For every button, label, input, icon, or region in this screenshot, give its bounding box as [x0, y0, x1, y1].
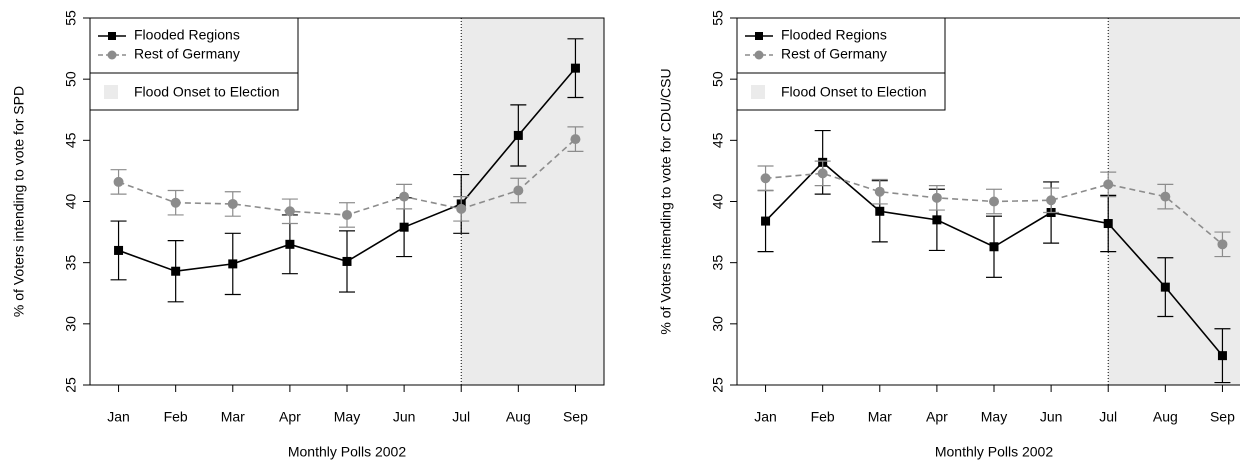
x-axis-label: Monthly Polls 2002 [288, 444, 407, 460]
x-tick-label: Jul [452, 409, 470, 425]
x-tick-label: Jan [107, 409, 130, 425]
y-tick-label: 45 [710, 132, 726, 148]
legend-box [89, 17, 299, 111]
x-tick-label: Mar [868, 409, 892, 425]
x-tick-label: Aug [506, 409, 531, 425]
y-tick-label: 40 [710, 194, 726, 210]
legend-label: Flood Onset to Election [781, 84, 927, 100]
marker [570, 134, 581, 145]
marker [513, 185, 524, 196]
marker [875, 206, 885, 216]
x-tick-label: Sep [563, 409, 588, 425]
legend-marker [107, 50, 117, 60]
marker [760, 173, 771, 184]
marker [570, 63, 580, 73]
shade-region [1108, 18, 1240, 385]
x-tick-label: Feb [811, 409, 835, 425]
y-tick-label: 30 [63, 316, 79, 332]
marker [1217, 351, 1227, 361]
marker [874, 186, 885, 197]
y-tick-label: 30 [710, 316, 726, 332]
x-tick-label: May [981, 409, 1007, 425]
y-tick-label: 35 [63, 255, 79, 271]
marker [989, 196, 999, 207]
legend-label: Flooded Regions [781, 27, 887, 43]
marker [1103, 179, 1114, 190]
y-tick-label: 45 [63, 132, 79, 148]
marker [171, 266, 181, 276]
x-tick-label: May [334, 409, 360, 425]
marker [113, 176, 124, 187]
marker [342, 256, 352, 266]
marker [1103, 219, 1113, 229]
legend-label: Flood Onset to Election [134, 84, 280, 100]
y-tick-label: 25 [710, 377, 726, 393]
marker [817, 168, 828, 179]
marker [513, 130, 523, 140]
marker [399, 222, 409, 232]
marker [285, 239, 295, 249]
y-axis-label: % of Voters intending to vote for CDU/CS… [658, 68, 674, 334]
marker [1160, 191, 1171, 202]
y-tick-label: 40 [63, 194, 79, 210]
x-tick-label: Aug [1153, 409, 1178, 425]
marker [284, 206, 295, 217]
plot-frame [89, 17, 605, 386]
shade-region [461, 18, 604, 385]
legend-label: Flooded Regions [134, 27, 240, 43]
legend-marker [754, 50, 764, 60]
marker [342, 209, 352, 220]
y-tick-label: 55 [63, 10, 79, 26]
legend-box [736, 17, 946, 111]
x-tick-label: Jun [1040, 409, 1063, 425]
legend-marker [755, 32, 763, 40]
legend-swatch [751, 85, 765, 99]
marker [399, 191, 410, 202]
y-tick-label: 50 [63, 71, 79, 87]
x-tick-label: Jun [393, 409, 416, 425]
marker [1217, 239, 1228, 250]
x-tick-label: Jan [754, 409, 777, 425]
x-axis-label: Monthly Polls 2002 [935, 444, 1054, 460]
panel: 25 30 35 40 45 50 55 Jan Feb Mar Apr May Jun Jul Aug Se… [658, 10, 1240, 460]
marker [114, 245, 124, 255]
legend-marker [108, 32, 116, 40]
legend-swatch [104, 85, 118, 99]
panel: 25 30 35 40 45 50 55 Jan Feb Mar Apr May Jun Jul Aug Se… [11, 10, 605, 460]
marker [932, 215, 942, 225]
marker [761, 216, 771, 226]
marker [989, 242, 999, 252]
x-tick-label: Jul [1099, 409, 1117, 425]
marker [227, 198, 238, 209]
y-tick-label: 50 [710, 71, 726, 87]
legend-label: Rest of Germany [134, 46, 240, 62]
y-axis-label: % of Voters intending to vote for SPD [11, 86, 27, 317]
marker [1046, 195, 1057, 206]
marker [456, 203, 467, 214]
marker [1160, 282, 1170, 292]
marker [228, 259, 238, 269]
x-tick-label: Sep [1210, 409, 1235, 425]
y-tick-label: 35 [710, 255, 726, 271]
y-tick-label: 25 [63, 377, 79, 393]
marker [170, 197, 181, 208]
x-tick-label: Apr [926, 409, 948, 425]
x-tick-label: Apr [279, 409, 301, 425]
x-tick-label: Feb [164, 409, 188, 425]
y-tick-label: 55 [710, 10, 726, 26]
x-tick-label: Mar [221, 409, 245, 425]
plot-frame [736, 17, 1240, 386]
legend-label: Rest of Germany [781, 46, 887, 62]
marker [931, 192, 942, 203]
